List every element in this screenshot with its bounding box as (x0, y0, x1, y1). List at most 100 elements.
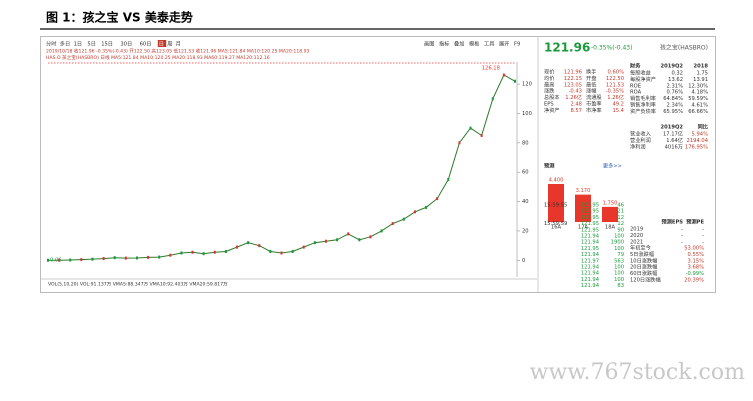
candle (147, 255, 150, 259)
stat-value: 8.57 (570, 108, 582, 114)
trade-volume: 100 (614, 246, 624, 252)
candle (158, 255, 161, 259)
candle (380, 229, 383, 233)
stat-value: 1.26亿 (607, 93, 624, 101)
period-tab[interactable]: 周 (167, 41, 172, 48)
candle (324, 239, 327, 243)
stat-label: 流通股 (586, 93, 602, 101)
period-tab[interactable]: 5日 (87, 41, 96, 48)
period-tab[interactable]: 分时 (46, 40, 56, 48)
trade-price: 121.94 (581, 283, 600, 289)
candle (480, 133, 483, 137)
trade-price: 121.95 (581, 209, 599, 215)
finance-label: 销售净利率 (630, 101, 656, 109)
low-label: 0.06 (50, 258, 62, 264)
tool-button[interactable]: 展开 (499, 41, 509, 48)
stat-value: 121.96 (564, 70, 582, 76)
stat-value: 122.15 (564, 76, 582, 82)
period-tab[interactable]: 日 (159, 41, 164, 48)
info-line: 2019/10/18 收121.96 -0.35%(-0.43) 开122.50… (46, 48, 310, 55)
finance-label: 销售毛利率 (630, 94, 656, 102)
y-tick-label: 80 (522, 140, 529, 146)
figure-title: 图 1：孩之宝 VS 美泰走势 (46, 10, 193, 25)
finance-value: 5.94% (692, 132, 709, 138)
eps-cell: 2019 (630, 227, 643, 233)
forecast-title: 预测 (544, 162, 554, 170)
finance-value: 13.62 (668, 77, 683, 83)
finance-value: 4.61% (692, 103, 709, 109)
y-tick-label: 100 (522, 111, 532, 117)
quote-change: -0.35%(-0.43) (591, 45, 632, 52)
return-value: 3.68% (688, 265, 705, 271)
forecast-bar (575, 194, 591, 222)
more-link[interactable]: 更多>> (603, 162, 622, 170)
tool-button[interactable]: 画图 (424, 41, 434, 48)
trade-price: 121.95 (581, 246, 599, 252)
eps-cell: - (702, 239, 704, 245)
candle (358, 238, 361, 242)
period-tab[interactable]: 15日 (101, 41, 113, 48)
candle (80, 258, 83, 262)
candle (258, 244, 261, 248)
trade-price: 121.95 (581, 215, 599, 221)
stat-value: 49.2 (612, 102, 624, 108)
stat-label: 最高 (544, 80, 554, 88)
trade-volume: 1900 (611, 240, 624, 246)
candle (91, 257, 94, 261)
tool-button[interactable]: 工具 (484, 41, 494, 48)
stat-label: 涨幅 (586, 87, 596, 95)
trade-volume: 100 (614, 277, 624, 283)
stat-label: 开盘 (586, 74, 596, 82)
finance-value: 65.95% (663, 109, 683, 115)
finance-label: 营业利润 (630, 136, 651, 144)
finance-header: 2019Q2 (661, 64, 684, 70)
trade-volume: 79 (617, 252, 624, 258)
stat-value: 15.4 (612, 108, 624, 114)
finance-header: 2019Q2 (661, 125, 684, 131)
trade-volume: 90 (617, 227, 624, 233)
trade-volume: 12 (617, 215, 624, 221)
finance-label: 资产负债率 (630, 107, 656, 115)
tool-button[interactable]: F9 (514, 42, 520, 48)
stat-value: 121.53 (606, 82, 624, 88)
candle (224, 250, 227, 254)
quote-name: 孩之宝(HASBRO) (660, 44, 708, 52)
bar-category: 16A (551, 225, 562, 231)
stat-value: 1.26亿 (565, 93, 582, 101)
period-tab[interactable]: 多日 (60, 40, 70, 48)
period-tab[interactable]: 月 (176, 41, 181, 48)
finance-value: 0.32 (671, 71, 683, 77)
candle (180, 251, 183, 255)
eps-header: 预测PE (686, 218, 704, 226)
quote-price: 121.96 (544, 41, 590, 55)
trade-volume: 100 (614, 265, 624, 271)
tool-button[interactable]: 模板 (469, 40, 480, 48)
eps-cell: - (702, 233, 704, 239)
return-value: 20.39% (684, 278, 704, 284)
stat-label: 均价 (544, 74, 555, 82)
trade-volume: 12 (617, 221, 624, 227)
finance-value: 2.31% (667, 83, 684, 89)
period-tab[interactable]: 1日 (74, 41, 83, 48)
tool-button[interactable]: 指标 (439, 40, 449, 48)
candle (47, 258, 49, 262)
tool-button[interactable]: 叠加 (454, 40, 464, 48)
finance-header: 财务 (630, 62, 641, 70)
candle (191, 250, 194, 254)
finance-value: 2194.04 (687, 138, 709, 144)
period-tab[interactable]: 60日 (140, 41, 152, 48)
candle (135, 256, 138, 260)
finance-value: 12.30% (688, 83, 708, 89)
period-tab[interactable]: 30日 (120, 41, 132, 48)
stat-label: 涨跌 (544, 87, 555, 95)
bar-label: 4.400 (549, 178, 564, 184)
trade-volume: 563 (614, 258, 624, 264)
stat-value: 123.05 (564, 82, 582, 88)
candle (113, 256, 116, 260)
candle (391, 222, 394, 226)
candle (280, 251, 283, 255)
candle (436, 197, 439, 201)
candle (58, 258, 61, 262)
y-tick-label: 60 (522, 170, 529, 176)
volume-line: VOL(5,10,20) VOL:91.137万 VMA5:88.347万 VM… (48, 282, 228, 288)
